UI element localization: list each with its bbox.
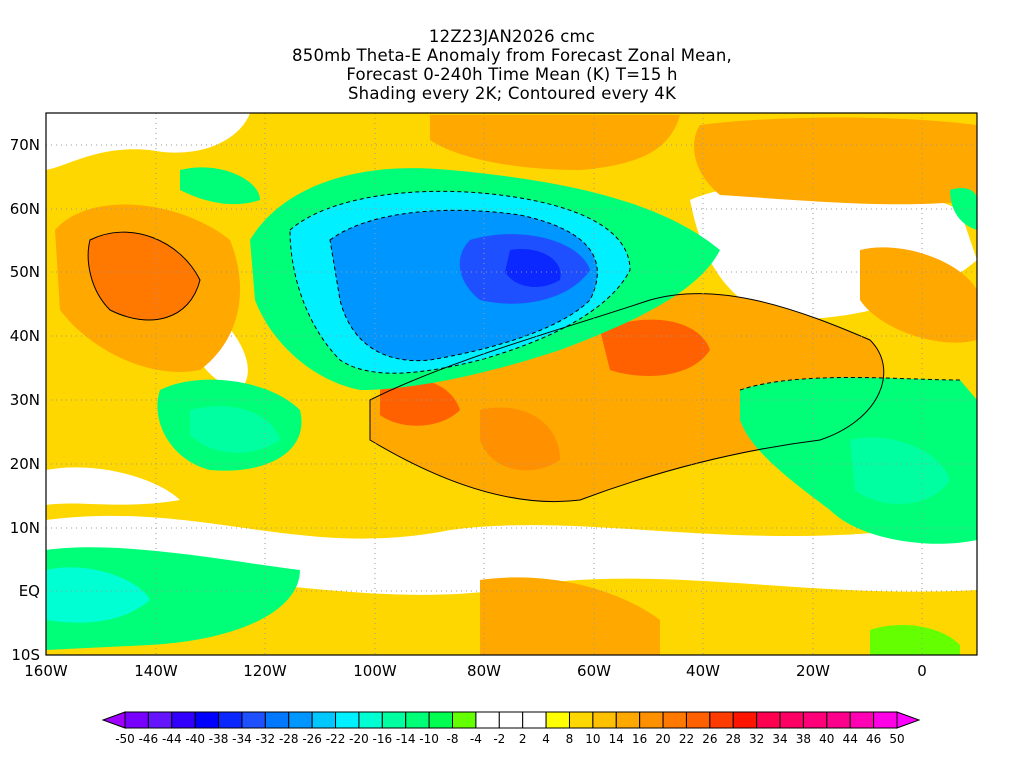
colorbar-box — [147, 711, 173, 729]
colorbar-label: 32 — [748, 732, 765, 746]
colorbar-box — [498, 711, 524, 729]
colorbar-label: -10 — [419, 732, 439, 746]
colorbar-box — [639, 711, 664, 729]
colorbar-label: 38 — [795, 732, 812, 746]
colorbar-box — [264, 711, 290, 729]
colorbar-box — [826, 711, 851, 729]
title-field: 850mb Theta-E Anomaly from Forecast Zona… — [292, 46, 732, 65]
lat-label: EQ — [18, 582, 40, 600]
colorbar-box — [124, 711, 149, 729]
colorbar-label: 10 — [585, 732, 601, 746]
lon-label: 140W — [134, 662, 178, 680]
lon-label: 80W — [467, 662, 501, 680]
colorbar-label: 46 — [865, 732, 882, 746]
colorbar-label: -44 — [161, 732, 182, 746]
colorbar-label: -34 — [232, 732, 252, 746]
lon-label: 120W — [243, 662, 287, 680]
colorbar-box — [615, 711, 641, 729]
colorbar-label: -50 — [115, 732, 135, 746]
colorbar-label: -4 — [469, 732, 482, 746]
colorbar-label: -20 — [349, 732, 369, 746]
colorbar-box — [685, 711, 711, 729]
colorbar-box — [194, 711, 220, 729]
colorbar-box — [171, 711, 196, 729]
lat-label: 20N — [9, 455, 40, 473]
map-frame — [45, 112, 978, 656]
colorbar-box — [381, 711, 407, 729]
colorbar-label: -14 — [395, 732, 416, 746]
lon-label: 100W — [353, 662, 397, 680]
colorbar-label: 4 — [542, 732, 550, 746]
colorbar-label: -8 — [446, 732, 459, 746]
lat-label: 50N — [9, 263, 40, 281]
colorbar-label: 2 — [518, 732, 527, 746]
colorbar-box — [335, 711, 360, 729]
lon-label: 160W — [24, 662, 68, 680]
colorbar-box — [522, 711, 547, 729]
lat-label: 70N — [9, 136, 40, 154]
colorbar-box — [311, 711, 337, 729]
colorbar-label: -32 — [255, 732, 276, 746]
colorbar-box — [802, 711, 828, 729]
colorbar-box — [358, 711, 383, 729]
lon-label: 40W — [686, 662, 720, 680]
colorbar-box — [545, 711, 570, 729]
colorbar-label: 16 — [632, 732, 648, 746]
colorbar-label: 8 — [565, 732, 574, 746]
colorbar-box — [592, 711, 617, 729]
colorbar-box — [873, 711, 898, 729]
colorbar-box — [475, 711, 500, 729]
colorbar-box — [662, 711, 687, 729]
colorbar-high-arrow — [896, 711, 921, 729]
colorbar-box — [849, 711, 875, 729]
lat-label: 10S — [11, 646, 40, 664]
colorbar — [101, 711, 921, 729]
colorbar-low-arrow — [101, 711, 126, 729]
colorbar-box — [218, 711, 243, 729]
colorbar-label: -40 — [185, 732, 205, 746]
lat-label: 60N — [9, 200, 40, 218]
colorbar-label: 22 — [678, 732, 695, 746]
shaded-field — [46, 113, 977, 655]
colorbar-label: -38 — [208, 732, 229, 746]
lat-label: 40N — [9, 327, 40, 345]
lon-label: 0 — [917, 662, 927, 680]
colorbar-box — [428, 711, 454, 729]
colorbar-label: -28 — [278, 732, 299, 746]
colorbar-box — [756, 711, 781, 729]
colorbar-box — [405, 711, 430, 729]
colorbar-label: 44 — [842, 732, 858, 746]
gridlines — [46, 113, 977, 655]
colorbar-label: 26 — [702, 732, 718, 746]
colorbar-box — [241, 711, 266, 729]
colorbar-label: 20 — [655, 732, 671, 746]
title-run: 12Z23JAN2026 cmc — [428, 27, 596, 46]
colorbar-label: -46 — [138, 732, 159, 746]
colorbar-label: -26 — [302, 732, 322, 746]
colorbar-box — [288, 711, 313, 729]
lon-label: 60W — [577, 662, 611, 680]
colorbar-box — [779, 711, 804, 729]
title-shading: Shading every 2K; Contoured every 4K — [347, 84, 677, 103]
lat-label: 30N — [9, 391, 40, 409]
colorbar-label: 50 — [889, 732, 905, 746]
colorbar-label: 40 — [819, 732, 835, 746]
colorbar-box — [452, 711, 477, 729]
lon-label: 20W — [796, 662, 830, 680]
title-period: Forecast 0-240h Time Mean (K) T=15 h — [346, 65, 678, 84]
colorbar-label: -22 — [325, 732, 346, 746]
colorbar-box — [568, 711, 594, 729]
colorbar-label: 14 — [608, 732, 624, 746]
colorbar-box — [709, 711, 734, 729]
colorbar-box — [732, 711, 758, 729]
lat-label: 10N — [9, 519, 40, 537]
colorbar-label: -16 — [372, 732, 393, 746]
colorbar-label: 34 — [772, 732, 788, 746]
colorbar-label: -2 — [493, 732, 506, 746]
colorbar-label: 28 — [725, 732, 741, 746]
